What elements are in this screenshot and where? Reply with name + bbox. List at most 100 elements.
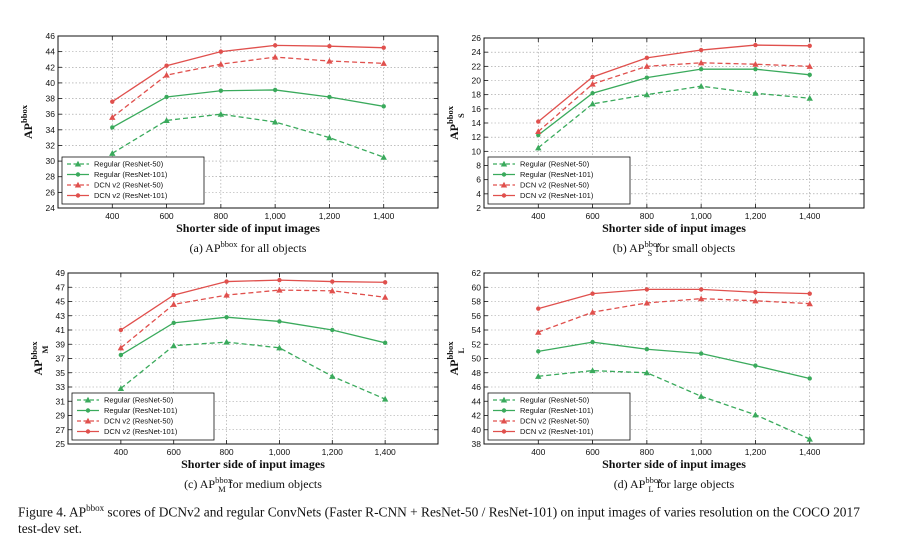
legend-marker	[75, 172, 81, 177]
data-point	[171, 292, 176, 298]
y-tick-label: 44	[46, 47, 56, 57]
y-tick-label: 58	[472, 297, 482, 307]
data-point	[644, 347, 650, 352]
legend-box	[487, 392, 631, 441]
data-point	[644, 287, 650, 292]
data-point	[753, 363, 758, 368]
y-tick-label: 33	[56, 382, 66, 392]
y-axis-label-sup: bbox	[445, 105, 455, 124]
y-axis-label-sub: M	[40, 345, 50, 353]
x-tick-label: 1,200	[319, 211, 341, 221]
y-tick-label: 22	[472, 61, 482, 71]
data-point	[271, 53, 279, 60]
series-line	[111, 44, 384, 103]
data-point	[380, 60, 387, 66]
x-tick-label: 600	[167, 447, 181, 457]
data-point	[218, 88, 224, 93]
y-tick-label: 49	[56, 268, 66, 278]
data-point	[806, 63, 813, 69]
data-point	[327, 43, 332, 49]
y-tick-label: 24	[472, 47, 482, 57]
subfigure-caption: (c) APbbox M for medium objects	[184, 475, 322, 494]
chart-d: 38 40 42 44 46 48 50 52 54 56 58 60 62 400 600 800 1,000…	[445, 268, 865, 494]
x-tick-label: 1,200	[745, 211, 767, 221]
data-point	[171, 320, 176, 326]
data-point	[753, 290, 758, 295]
data-point	[272, 87, 278, 93]
y-axis-label-sup: bbox	[445, 341, 455, 360]
data-point	[753, 42, 758, 48]
data-point	[806, 300, 813, 307]
data-point	[223, 338, 230, 345]
y-tick-label: 24	[46, 203, 56, 213]
y-tick-label: 43	[56, 311, 66, 321]
data-point	[272, 43, 278, 48]
x-tick-label: 1,400	[799, 447, 821, 457]
data-point	[590, 291, 595, 296]
data-point	[752, 90, 759, 96]
data-point	[590, 91, 595, 96]
subfigure-caption-suffix: for medium objects	[226, 477, 323, 491]
x-tick-label: 400	[531, 211, 545, 221]
y-tick-label: 28	[46, 172, 56, 182]
series-line	[538, 288, 810, 310]
legend-marker	[501, 408, 507, 413]
y-tick-label: 20	[472, 76, 482, 86]
data-point	[752, 297, 759, 304]
legend-marker	[75, 193, 81, 198]
x-tick-label: 1,200	[745, 447, 767, 457]
y-tick-label: 27	[56, 425, 66, 435]
data-point	[752, 61, 759, 67]
legend-label: Regular (ResNet-50)	[94, 160, 164, 169]
x-tick-label: 1,400	[373, 211, 395, 221]
y-tick-label: 47	[56, 282, 66, 292]
legend-label: DCN v2 (ResNet-101)	[520, 191, 594, 200]
legend-label: DCN v2 (ResNet-101)	[520, 427, 594, 436]
y-tick-label: 36	[46, 109, 56, 119]
chart-a: 24 26 28 30 32 34 36 38 40 42 44 46 400 600 800 1,000 1,…	[19, 31, 439, 255]
data-point	[163, 117, 170, 123]
subfigure-caption-suffix: for large objects	[654, 477, 735, 491]
data-point	[644, 75, 650, 80]
data-point	[277, 277, 282, 283]
subfigure-caption-sup: bbox	[644, 239, 662, 249]
figure-caption-sup: bbox	[86, 503, 105, 513]
y-tick-label: 42	[472, 411, 482, 421]
subfigure-caption: (b) APbbox S for small objects	[613, 239, 736, 258]
subfigure-caption-sub: S	[647, 248, 652, 258]
series-line	[537, 68, 810, 136]
series-line	[111, 89, 384, 129]
subfigure-caption: (a) APbbox for all objects	[190, 239, 307, 255]
y-tick-label: 26	[46, 187, 56, 197]
legend-marker	[74, 160, 82, 167]
data-point	[110, 125, 115, 130]
y-tick-label: 46	[46, 31, 56, 41]
data-point	[697, 393, 705, 399]
subfigure-caption-sub: M	[218, 484, 226, 494]
series-line	[538, 369, 810, 440]
y-tick-label: 52	[472, 339, 482, 349]
data-point	[698, 351, 704, 356]
y-axis-label-sup: bbox	[29, 341, 39, 360]
series-line	[537, 62, 810, 132]
legend-label: DCN v2 (ResNet-101)	[104, 427, 178, 436]
data-point	[536, 306, 541, 311]
data-point	[271, 118, 279, 125]
data-point	[644, 55, 650, 61]
y-tick-label: 54	[472, 325, 482, 335]
subfigure-caption-prefix: (a) AP	[190, 241, 221, 255]
y-tick-label: 44	[472, 396, 482, 406]
y-tick-label: 8	[476, 161, 481, 171]
data-point	[698, 66, 704, 72]
x-tick-label: 400	[531, 447, 545, 457]
legend-marker	[85, 408, 91, 413]
x-tick-label: 800	[640, 211, 654, 221]
x-tick-label: 800	[640, 447, 654, 457]
legend-label: Regular (ResNet-101)	[94, 170, 168, 179]
x-tick-label: 600	[159, 211, 173, 221]
y-tick-label: 56	[472, 311, 482, 321]
data-point	[643, 63, 651, 69]
y-tick-label: 14	[472, 118, 482, 128]
data-point	[697, 59, 705, 66]
data-point	[330, 279, 335, 284]
